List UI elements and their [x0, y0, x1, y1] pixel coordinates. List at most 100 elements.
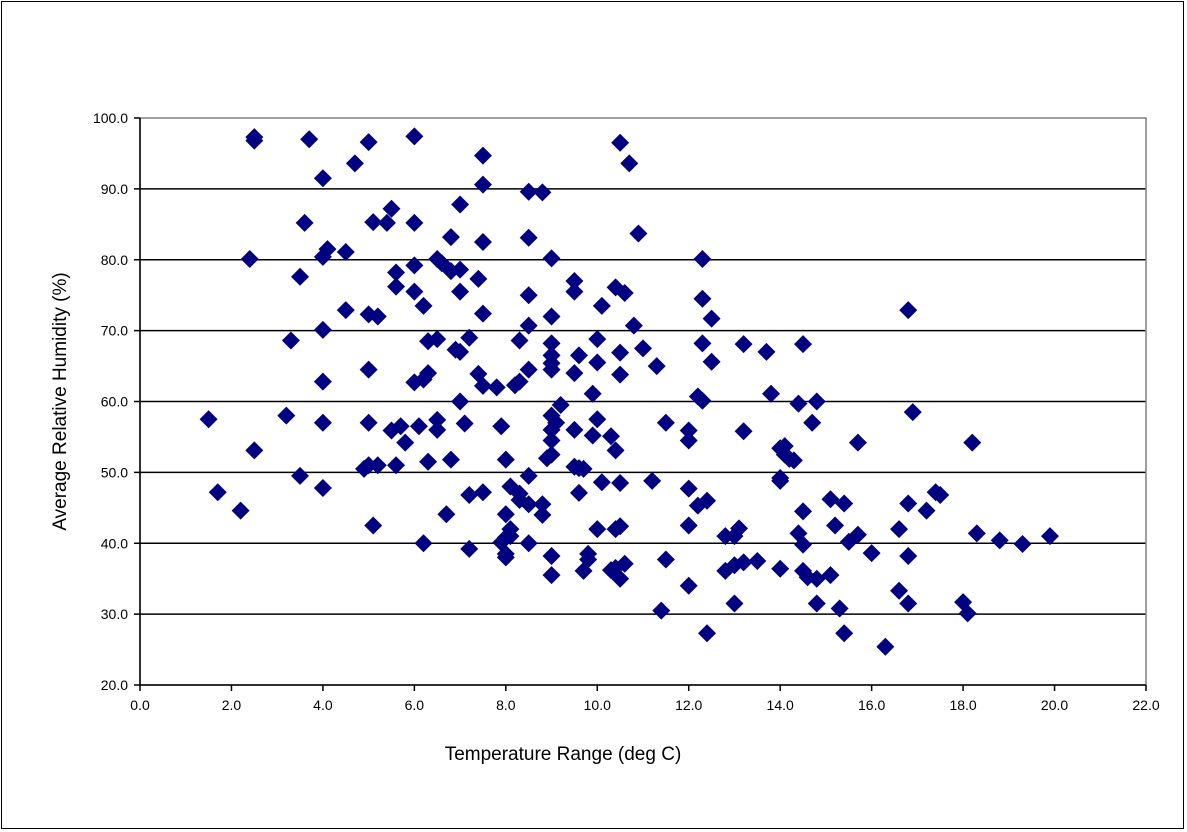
data-point — [460, 328, 479, 347]
data-point — [807, 392, 826, 411]
data-point — [611, 569, 630, 588]
data-point — [565, 457, 584, 476]
data-point — [716, 527, 735, 546]
data-point — [931, 486, 950, 505]
x-tick-label: 2.0 — [222, 697, 242, 713]
data-point — [807, 594, 826, 613]
data-point — [359, 133, 378, 152]
x-tick-label: 14.0 — [767, 697, 794, 713]
data-point — [762, 384, 781, 403]
data-point — [629, 224, 648, 243]
data-point — [382, 421, 401, 440]
data-point — [387, 277, 406, 296]
data-point — [473, 376, 492, 395]
data-point — [551, 396, 570, 415]
data-point — [455, 414, 474, 433]
data-point — [679, 421, 698, 440]
data-point — [903, 403, 922, 422]
x-tick-label: 0.0 — [130, 697, 150, 713]
data-point — [693, 334, 712, 353]
data-point — [611, 133, 630, 152]
data-point — [963, 433, 982, 452]
data-point — [890, 520, 909, 539]
y-axis-title: Average Relative Humidity (%) — [50, 272, 71, 530]
data-point — [510, 372, 529, 391]
data-point — [409, 417, 428, 436]
data-point — [542, 445, 561, 464]
y-tick-label: 60.0 — [101, 394, 128, 410]
data-point — [611, 365, 630, 384]
data-point — [414, 296, 433, 315]
y-tick-label: 100.0 — [93, 110, 128, 126]
data-point — [359, 360, 378, 379]
data-point — [405, 256, 424, 275]
x-tick-label: 10.0 — [584, 697, 611, 713]
data-point — [794, 502, 813, 521]
data-point — [355, 459, 374, 478]
data-point — [441, 228, 460, 247]
data-point — [899, 594, 918, 613]
x-tick-label: 6.0 — [405, 697, 425, 713]
x-tick-label: 4.0 — [313, 697, 333, 713]
data-point — [451, 392, 470, 411]
data-point — [899, 547, 918, 566]
data-point — [460, 486, 479, 505]
data-point — [277, 406, 296, 425]
data-point — [583, 426, 602, 445]
data-point — [487, 378, 506, 397]
data-point — [419, 452, 438, 471]
y-tick-label: 80.0 — [101, 252, 128, 268]
data-point — [368, 456, 387, 475]
y-tick-label: 50.0 — [101, 464, 128, 480]
data-point — [693, 289, 712, 308]
data-point — [313, 247, 332, 266]
data-point — [725, 594, 744, 613]
y-tick-label: 90.0 — [101, 181, 128, 197]
data-point — [757, 342, 776, 361]
data-point — [313, 372, 332, 391]
data-point — [510, 331, 529, 350]
y-tick-label: 40.0 — [101, 535, 128, 551]
data-point — [601, 427, 620, 446]
data-point — [441, 262, 460, 281]
data-points — [199, 127, 1059, 656]
data-point — [451, 282, 470, 301]
data-point — [387, 456, 406, 475]
data-point — [533, 505, 552, 524]
x-tick-labels: 0.0 2.0 4.0 6.0 8.0 10.0 12.0 14.0 16.0 18.0 20.0 2… — [130, 685, 1160, 713]
data-point — [473, 233, 492, 252]
data-point — [405, 282, 424, 301]
data-point — [784, 451, 803, 470]
data-point — [611, 517, 630, 536]
data-point — [615, 284, 634, 303]
data-point — [245, 131, 264, 150]
data-point — [958, 604, 977, 623]
data-point — [588, 330, 607, 349]
data-point — [789, 394, 808, 413]
data-point — [313, 478, 332, 497]
data-point — [624, 316, 643, 335]
data-point — [611, 474, 630, 493]
data-point — [359, 413, 378, 432]
data-point — [634, 339, 652, 358]
data-point — [245, 441, 264, 460]
data-point — [199, 410, 218, 429]
data-point — [414, 534, 433, 553]
data-point — [387, 263, 406, 282]
data-point — [679, 479, 698, 498]
data-point — [821, 490, 840, 509]
x-tick-label: 12.0 — [675, 697, 702, 713]
data-point — [542, 420, 561, 439]
data-point — [693, 250, 712, 269]
data-point — [698, 624, 717, 643]
data-point — [291, 267, 310, 286]
gridlines — [140, 188, 1146, 615]
data-point — [519, 182, 538, 201]
data-point — [643, 471, 662, 490]
data-point — [917, 501, 936, 520]
data-point — [291, 466, 310, 485]
data-point — [803, 413, 822, 432]
data-point — [656, 413, 675, 432]
data-point — [533, 495, 552, 514]
data-point — [967, 524, 986, 543]
